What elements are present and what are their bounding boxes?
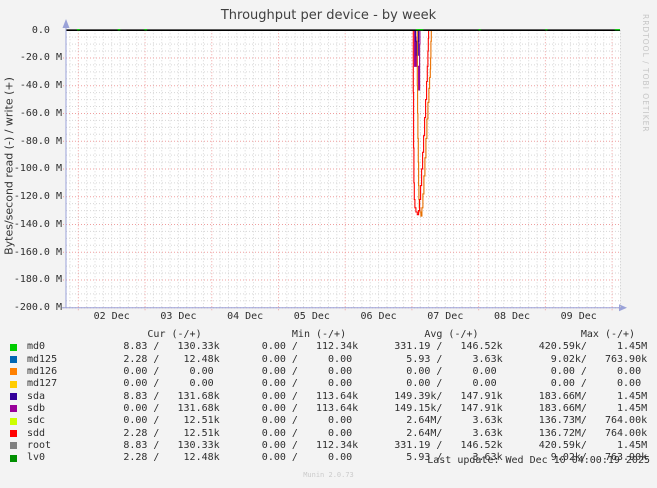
rrdtool-watermark: RRDTOOL / TOBI OETIKER [641, 14, 650, 133]
x-tick-label: 03 Dec [160, 311, 197, 322]
x-tick-label: 05 Dec [293, 311, 330, 322]
legend-row-sda: sda 8.83 / 131.68k 0.00 / 113.64k 149.39… [0, 391, 657, 403]
y-tick-label: -140.0 M [13, 218, 62, 230]
chart-title: Throughput per device - by week [220, 8, 437, 23]
y-tick-label: -180.0 M [13, 274, 62, 286]
series-color-swatch [10, 454, 17, 462]
legend-row-sdc: sdc 0.00 / 12.51k 0.00 / 0.00 2.64M/ 3.6… [0, 415, 657, 427]
series-line-sdd [412, 29, 430, 216]
series-color-swatch [10, 368, 17, 376]
legend-row-root: root 8.83 / 130.33k 0.00 / 112.34k 331.1… [0, 440, 657, 452]
y-tick-label: -100.0 M [13, 163, 62, 175]
x-axis-arrow-icon [619, 304, 627, 312]
legend-row-md126: md126 0.00 / 0.00 0.00 / 0.00 0.00 / 0.0… [0, 366, 657, 378]
legend-row-md127: md127 0.00 / 0.00 0.00 / 0.00 0.00 / 0.0… [0, 378, 657, 390]
series-color-swatch [10, 442, 17, 450]
series-color-swatch [10, 393, 17, 401]
y-tick-label: -60.0 M [19, 107, 62, 119]
x-tick-label: 09 Dec [560, 311, 597, 322]
x-tick-label: 02 Dec [93, 311, 130, 322]
y-tick-label: -80.0 M [19, 135, 62, 147]
y-tick-label: -20.0 M [19, 52, 62, 64]
series-color-swatch [10, 343, 17, 351]
legend-row-sdd: sdd 2.28 / 12.51k 0.00 / 0.00 2.64M/ 3.6… [0, 428, 657, 440]
x-tick-label: 04 Dec [227, 311, 264, 322]
series-line-sdc [416, 29, 432, 217]
x-tick-label: 08 Dec [493, 311, 531, 322]
x-tick-label: 06 Dec [360, 311, 397, 322]
series-color-swatch [10, 356, 17, 364]
series-color-swatch [10, 417, 17, 425]
chart-canvas [62, 19, 627, 312]
y-tick-label: -40.0 M [19, 80, 62, 92]
x-tick-label: 07 Dec [427, 311, 464, 322]
legend-row-lv0: lv0 2.28 / 12.48k 0.00 / 0.00 5.93 / 3.6… [0, 452, 657, 464]
series-color-swatch [10, 430, 17, 438]
series-color-swatch [10, 405, 17, 413]
legend-row-sdb: sdb 0.00 / 131.68k 0.00 / 113.64k 149.15… [0, 403, 657, 415]
legend-table: Cur (-/+) Min (-/+) Avg (-/+) Max (-/+) m… [0, 329, 657, 465]
munin-version-watermark: Munin 2.0.73 [303, 471, 354, 479]
series-color-swatch [10, 380, 17, 388]
legend-row-md125: md125 2.28 / 12.48k 0.00 / 0.00 5.93 / 3… [0, 354, 657, 366]
legend-row-md0: md0 8.83 / 130.33k 0.00 / 112.34k 331.19… [0, 341, 657, 353]
y-tick-label: -120.0 M [13, 191, 62, 203]
legend-header: Cur (-/+) Min (-/+) Avg (-/+) Max (-/+) [27, 329, 636, 340]
y-tick-label: -200.0 M [13, 302, 62, 314]
y-tick-label: 0.0 [31, 24, 62, 36]
last-update-text: Last update: Wed Dec 10 04:00:19 2025 [427, 455, 650, 466]
y-tick-label: -160.0 M [13, 246, 62, 258]
y-axis-arrow-icon [62, 19, 70, 28]
